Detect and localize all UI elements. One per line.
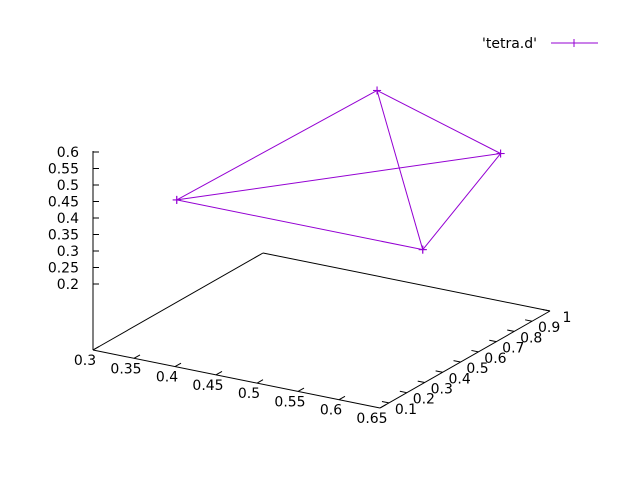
series-line (176, 89, 503, 251)
x-tick-label: 0.55 (274, 394, 305, 410)
y-tick (435, 370, 443, 373)
y-tick-label: 0.4 (448, 371, 470, 387)
x-tick (256, 379, 264, 384)
series-tetra (172, 86, 505, 254)
y-tick-label: 0.1 (395, 402, 417, 418)
y-tick-label: 0.9 (538, 320, 560, 336)
y-tick (381, 401, 390, 404)
z-tick-label: 0.2 (57, 277, 79, 293)
data-point (496, 149, 505, 158)
frame-edge-x-back (262, 252, 551, 312)
y-tick (399, 390, 407, 394)
data-point (172, 195, 181, 204)
x-tick (92, 346, 100, 351)
x-tick-label: 0.45 (192, 378, 223, 394)
y-tick (507, 329, 515, 332)
x-tick (215, 371, 223, 376)
frame-edge-x-front (92, 349, 381, 409)
y-tick-label: 0.3 (431, 381, 453, 397)
frame-edge-y-left (92, 252, 264, 351)
y-tick (417, 380, 425, 383)
y-tick (542, 309, 551, 312)
z-tick-label: 0.25 (48, 261, 79, 277)
y-tick-label: 0.6 (484, 351, 506, 367)
x-tick-label: 0.4 (156, 370, 178, 386)
data-point (373, 86, 382, 95)
y-tick (489, 339, 497, 343)
legend-marker (570, 39, 578, 47)
z-tick-label: 0.3 (57, 244, 79, 260)
z-tick-label: 0.35 (48, 228, 79, 244)
data-point (418, 245, 427, 254)
y-tick-label: 0.8 (520, 330, 542, 346)
y-tick (453, 360, 461, 363)
x-tick (297, 387, 305, 392)
z-tick-label: 0.55 (48, 162, 79, 178)
y-tick-label: 0.2 (413, 392, 435, 408)
y-tick-label: 0.7 (502, 341, 524, 357)
x-tick-label: 0.3 (74, 353, 96, 369)
y-tick-label: 0.5 (466, 361, 488, 377)
z-tick-label: 0.45 (48, 195, 79, 211)
frame-edge-y-right (379, 310, 551, 409)
x-tick (133, 354, 141, 359)
x-tick-label: 0.5 (238, 386, 260, 402)
y-tick-label: 1 (563, 310, 572, 326)
legend: 'tetra.d' (482, 36, 598, 52)
x-tick (338, 395, 346, 401)
x-tick (174, 362, 182, 368)
z-tick-label: 0.5 (57, 178, 79, 194)
x-tick-label: 0.35 (110, 361, 141, 377)
z-tick-label: 0.4 (57, 211, 79, 227)
legend-label: 'tetra.d' (482, 36, 537, 52)
x-tick (379, 404, 387, 409)
y-tick (525, 319, 533, 322)
z-tick-label: 0.6 (57, 145, 79, 161)
axes: 0.30.350.40.450.50.550.60.650.10.20.30.4… (48, 145, 572, 427)
x-tick-label: 0.6 (320, 403, 342, 419)
x-tick-label: 0.65 (356, 411, 387, 427)
y-tick (471, 349, 479, 353)
